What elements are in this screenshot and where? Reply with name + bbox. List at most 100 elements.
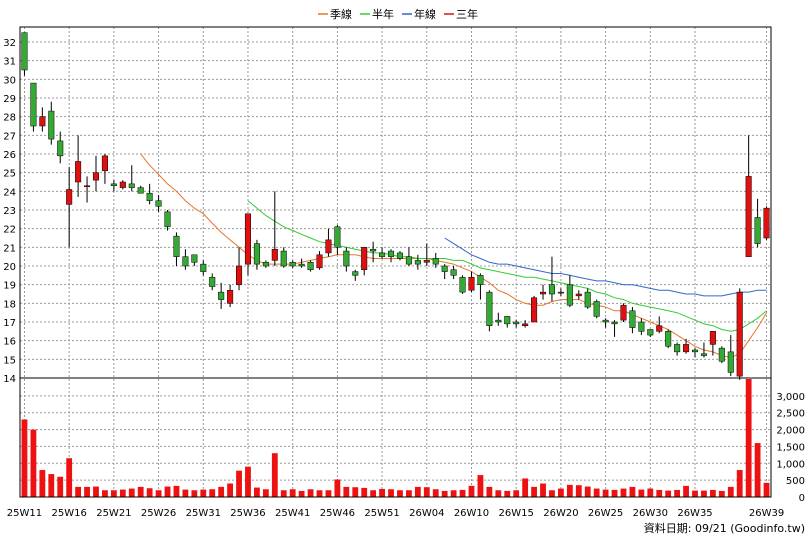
candle-body [191, 254, 198, 263]
candle-body [48, 110, 55, 140]
volume-bar [30, 429, 37, 497]
volume-bar [638, 489, 645, 497]
volume-bar [656, 489, 663, 497]
volume-bar [513, 490, 520, 497]
time-tick-label: 25W51 [364, 508, 399, 519]
volume-bar [361, 487, 368, 497]
legend-label: 半年 [372, 7, 394, 21]
candle-body [459, 276, 466, 293]
volume-tick-label: 0 [799, 493, 805, 504]
volume-bar [218, 486, 225, 497]
candle-body [66, 189, 73, 205]
volume-bar [155, 490, 162, 497]
candle-body [218, 291, 225, 300]
volume-bar [540, 483, 546, 497]
volume-bar [289, 489, 296, 497]
time-tick-label: 26W04 [409, 508, 444, 519]
volume-tick-label: 1,000 [776, 459, 805, 470]
candle-body [522, 323, 529, 326]
candle-body [691, 349, 699, 353]
candle-body [656, 325, 663, 332]
time-tick-label: 26W30 [633, 508, 668, 519]
volume-bar [468, 485, 475, 497]
candle-body [352, 271, 359, 276]
candle-body [182, 256, 189, 267]
volume-bar [754, 443, 761, 497]
candle-body [75, 161, 82, 183]
volume-bar [459, 489, 466, 497]
volume-bar [709, 489, 716, 497]
candle-body [271, 248, 278, 261]
volume-bar [182, 489, 189, 497]
volume-bar [575, 485, 582, 497]
volume-bar [173, 485, 180, 497]
candle-body [289, 262, 296, 267]
candle-body [593, 301, 600, 317]
volume-bar [665, 490, 672, 497]
candle-body [683, 344, 690, 353]
volume-bar [745, 379, 752, 497]
price-tick-label: 18 [3, 299, 16, 310]
volume-bar [593, 488, 600, 497]
grid [20, 27, 771, 498]
candle-body [388, 250, 395, 257]
candle-body [110, 183, 117, 186]
axes: 14 15 16 17 18 19 20 21 22 23 24 25 26 27 28 29 30 31 32 0 5… [3, 26, 805, 519]
price-tick-label: 31 [3, 57, 16, 68]
candle-body [173, 235, 180, 257]
volume-bar [531, 486, 537, 497]
candle-body [307, 262, 314, 270]
candle-body [548, 284, 555, 295]
volume-bar [209, 489, 216, 497]
candle-body [21, 32, 28, 71]
time-tick-label: 25W41 [275, 508, 310, 519]
volume-bar [280, 490, 287, 497]
candle-body [405, 256, 412, 265]
candle-body [620, 304, 627, 321]
candle-body [414, 260, 421, 265]
volume-bar [566, 484, 573, 497]
volume-bar [495, 490, 502, 497]
candle-body [316, 254, 323, 269]
candle-body [450, 269, 457, 276]
volume-bar [66, 458, 73, 497]
volume-bar [227, 483, 234, 497]
volume-bar [557, 488, 564, 497]
volume-bar [370, 490, 377, 497]
candle-body [379, 252, 386, 257]
time-tick-label: 25W26 [141, 508, 176, 519]
volume-bar [334, 479, 341, 497]
volume-bar [236, 470, 242, 497]
candle-body [531, 297, 538, 323]
candle-body [164, 211, 171, 228]
volume-bar [84, 486, 90, 497]
candle-body [57, 140, 64, 157]
candle-body [200, 263, 207, 272]
candle-body [665, 331, 672, 347]
volume-bar [727, 486, 734, 497]
volume-bar [146, 488, 153, 497]
candle-body [119, 181, 126, 188]
time-tick-label: 26W39 [749, 508, 784, 519]
candle-body [745, 176, 752, 257]
candle-body [227, 290, 234, 304]
candle-body [504, 316, 511, 325]
volume-bar [629, 486, 636, 497]
year-ma-line [444, 237, 767, 297]
volume-bar [397, 490, 403, 497]
volume-bar [549, 490, 555, 497]
candle-body [468, 276, 475, 291]
candles [21, 32, 770, 380]
volume-bar [701, 490, 707, 497]
volume-bar [718, 490, 725, 497]
candle-body [146, 192, 153, 201]
volume-bar [254, 487, 260, 497]
price-tick-label: 25 [3, 169, 16, 180]
volume-bar [674, 489, 681, 497]
candle-body [137, 187, 144, 194]
volume-bars [21, 379, 770, 497]
price-tick-label: 24 [3, 187, 16, 198]
time-tick-label: 25W36 [230, 508, 265, 519]
volume-bar [271, 453, 278, 497]
volume-bar [325, 490, 332, 497]
